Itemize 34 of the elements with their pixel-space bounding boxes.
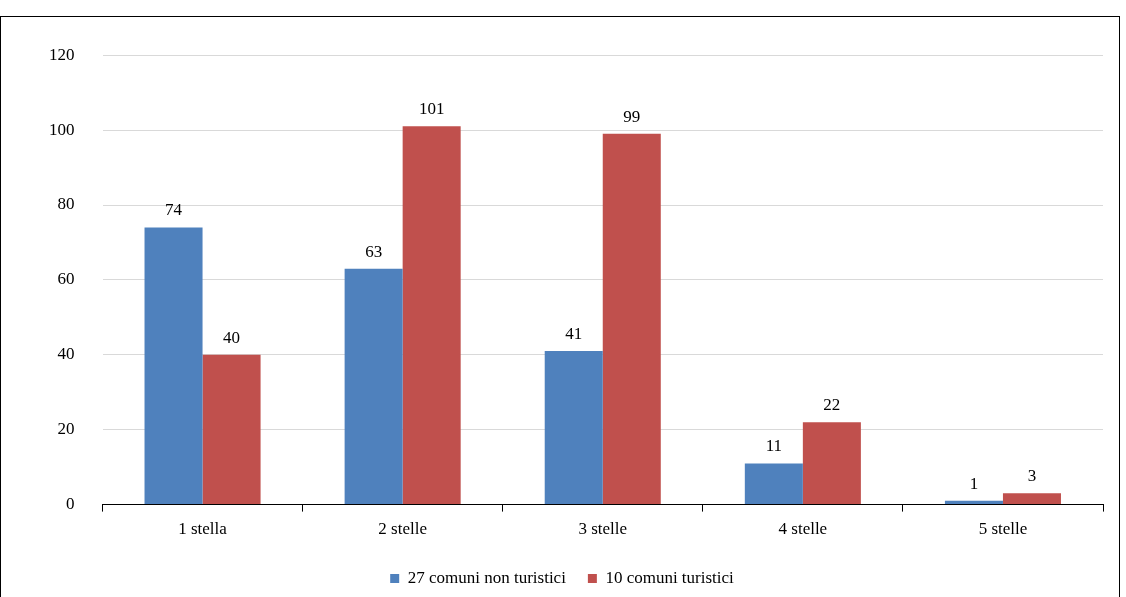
y-tick-label: 60 — [57, 269, 75, 289]
bar — [602, 133, 661, 505]
bar — [202, 354, 261, 505]
y-tick-label: 20 — [57, 419, 75, 439]
x-tick-label: 3 stelle — [578, 519, 628, 539]
x-tick-label: 4 stelle — [778, 519, 828, 539]
bar — [1002, 493, 1061, 505]
y-tick-label: 100 — [49, 119, 75, 139]
data-label: 3 — [1027, 466, 1037, 486]
data-label: 11 — [765, 436, 783, 456]
y-tick-label: 40 — [57, 344, 75, 364]
y-tick-label: 80 — [57, 194, 75, 214]
bar — [802, 422, 861, 505]
bar — [544, 351, 603, 505]
bar — [402, 126, 461, 505]
y-tick-label: 0 — [66, 494, 75, 514]
data-label: 63 — [365, 241, 383, 261]
bar — [944, 500, 1003, 505]
data-label: 41 — [565, 324, 583, 344]
y-tick-label: 120 — [49, 44, 75, 64]
data-label: 101 — [418, 99, 445, 119]
bar — [344, 268, 403, 505]
legend-label: 10 comuni turistici — [605, 567, 735, 587]
data-label: 74 — [165, 200, 183, 220]
x-tick-label: 2 stelle — [378, 519, 427, 539]
data-label: 40 — [223, 327, 241, 347]
x-tick-label: 1 stella — [178, 519, 228, 539]
data-label: 1 — [969, 473, 979, 493]
data-label: 99 — [623, 106, 641, 126]
bar — [744, 463, 803, 505]
legend-label: 27 comuni non turistici — [407, 567, 567, 587]
data-label: 22 — [823, 395, 841, 415]
x-tick-label: 5 stelle — [978, 519, 1028, 539]
bar — [144, 227, 203, 505]
